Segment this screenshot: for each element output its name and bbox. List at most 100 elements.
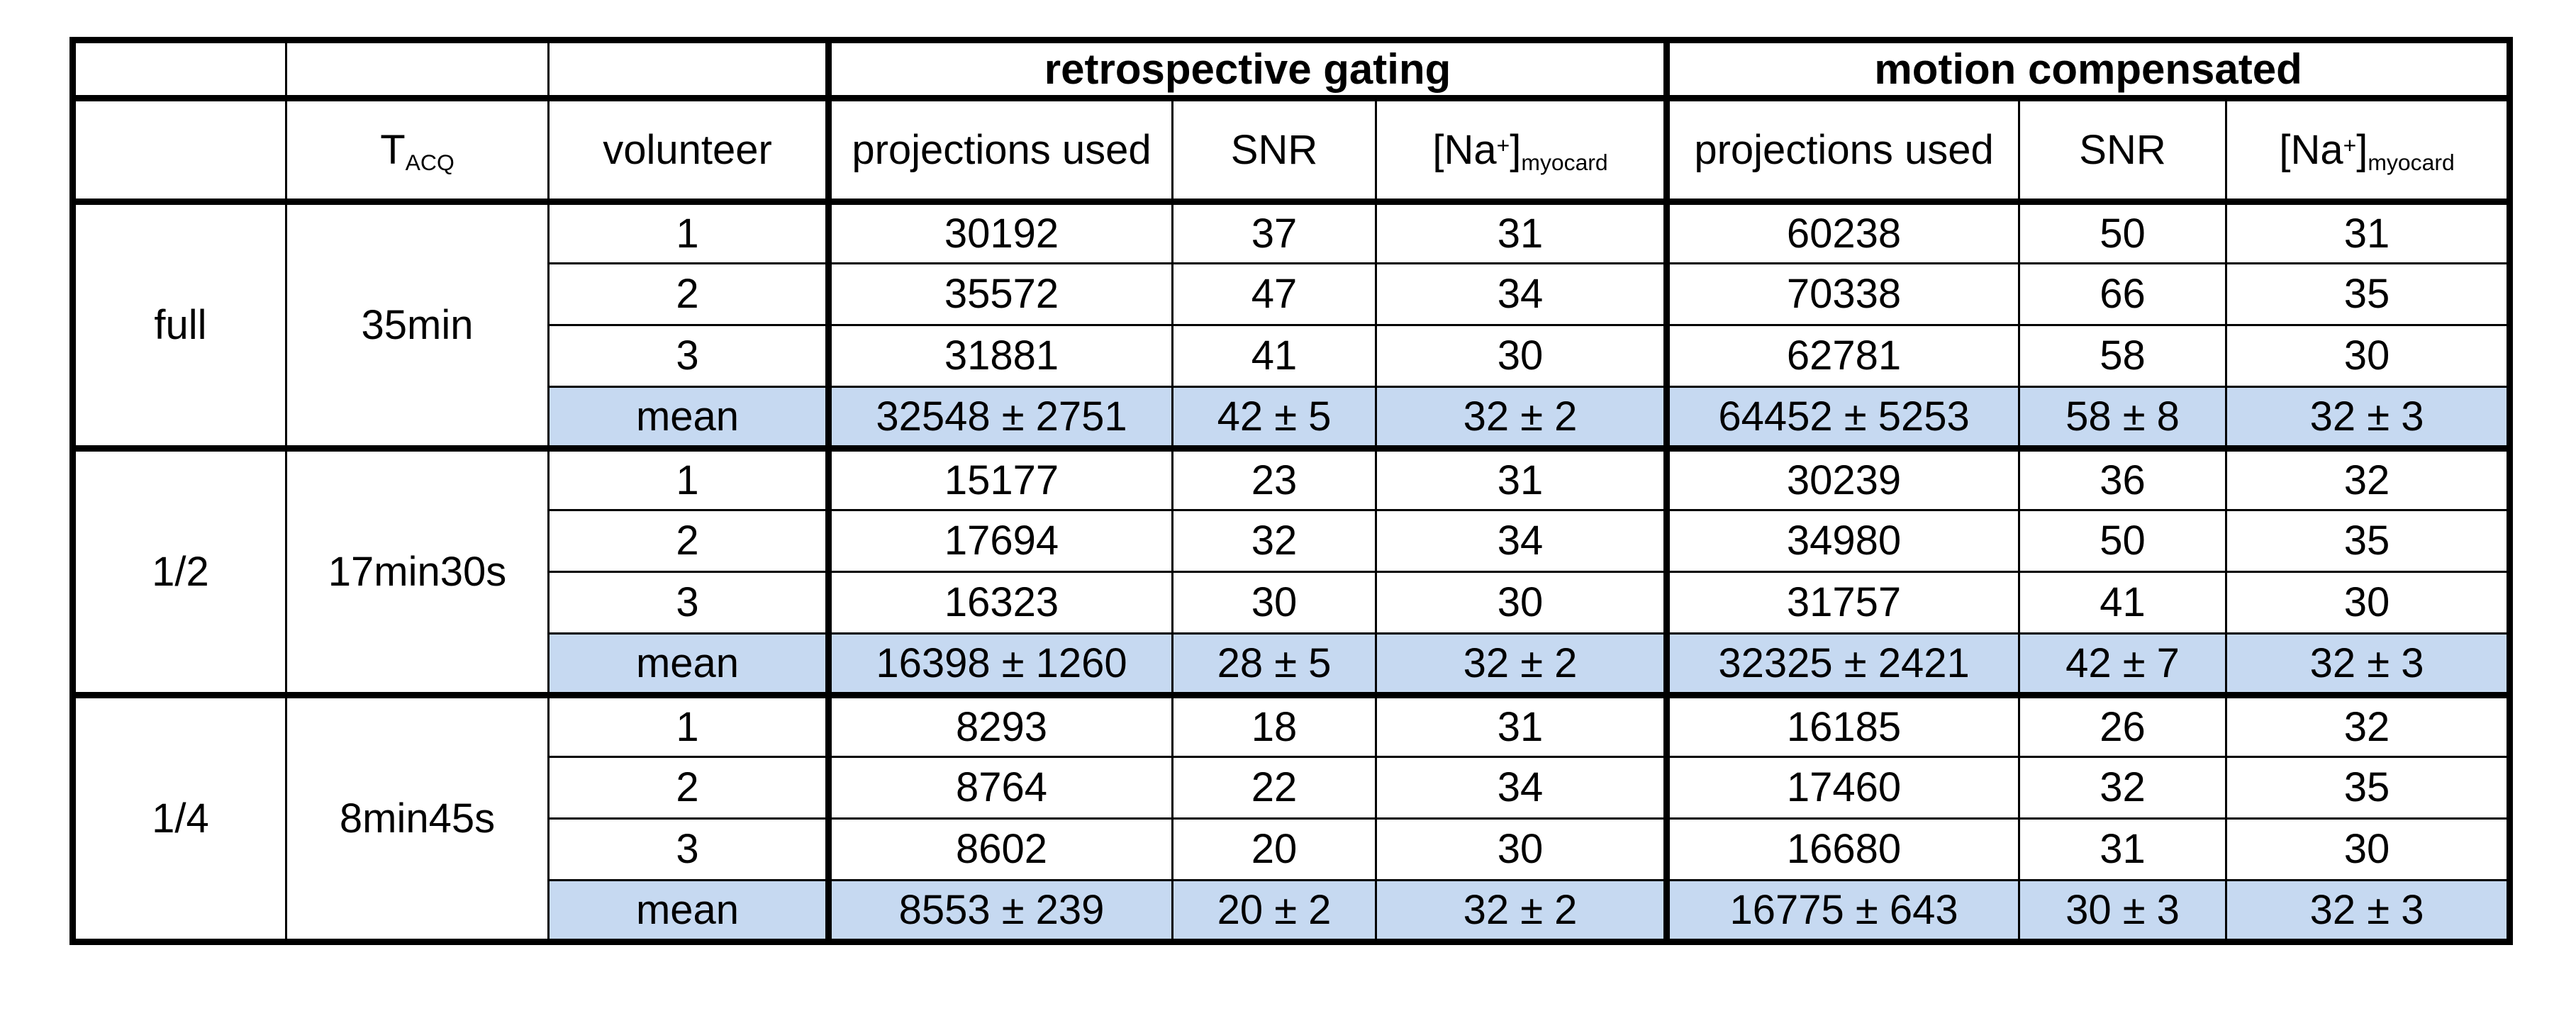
- data-cell: 36: [2018, 447, 2228, 511]
- data-cell: 30: [1171, 571, 1377, 635]
- volunteer-cell: 1: [547, 447, 832, 511]
- empty-header-cell: [72, 97, 287, 205]
- data-cell: 50: [2018, 509, 2228, 573]
- table-row: 1/2 17min30s 1 15177 23 31 30239 36 32: [72, 447, 2511, 696]
- data-cell: 34980: [1666, 509, 2021, 573]
- table-row: 3 31881 41 30 62781 58 30: [73, 324, 2511, 388]
- mean-label-cell: mean: [547, 879, 832, 945]
- mean-cell: 8553 ± 239: [827, 879, 1173, 945]
- data-cell: 34: [1374, 262, 1671, 326]
- data-cell: 35: [2225, 262, 2511, 326]
- na-superscript: +: [1496, 133, 1510, 159]
- mean-cell: 32325 ± 2421: [1666, 632, 2021, 698]
- data-cell: 8602: [827, 817, 1173, 881]
- volunteer-cell: 3: [547, 324, 832, 388]
- mean-cell: 20 ± 2: [1171, 879, 1377, 945]
- mean-cell: 42 ± 5: [1171, 386, 1377, 452]
- results-table: retrospective gating motion compensated …: [69, 37, 2514, 945]
- data-cell: 31: [1374, 201, 1671, 264]
- tacq-value-cell: 35min: [285, 201, 550, 449]
- fraction-cell: full: [72, 201, 287, 449]
- data-cell: 37: [1171, 201, 1377, 264]
- data-cell: 50: [2018, 201, 2228, 264]
- na-close: ]: [1510, 126, 1522, 173]
- data-cell: 41: [1171, 324, 1377, 388]
- data-cell: 32: [1171, 509, 1377, 573]
- empty-header-cell: [547, 39, 832, 101]
- volunteer-cell: 3: [547, 571, 832, 635]
- column-header-tacq: TACQ: [285, 97, 550, 205]
- mean-label-cell: mean: [547, 386, 832, 452]
- data-cell: 17460: [1666, 756, 2021, 820]
- table-row: 2 17694 32 34 34980 50 35: [73, 509, 2511, 573]
- data-cell: 34: [1374, 756, 1671, 820]
- data-cell: 32: [2225, 447, 2511, 511]
- table-row: 3 8602 20 30 16680 31 30: [73, 817, 2511, 881]
- data-cell: 16185: [1666, 694, 2021, 758]
- mean-cell: 32548 ± 2751: [827, 386, 1173, 452]
- mean-cell: 16398 ± 1260: [827, 632, 1173, 698]
- mean-label-cell: mean: [547, 632, 832, 698]
- data-cell: 20: [1171, 817, 1377, 881]
- mean-cell: 16775 ± 643: [1666, 879, 2021, 945]
- mean-row: mean 32548 ± 2751 42 ± 5 32 ± 2 64452 ± …: [72, 386, 2511, 452]
- data-cell: 58: [2018, 324, 2228, 388]
- na-subscript: myocard: [2368, 149, 2455, 175]
- data-cell: 8764: [827, 756, 1173, 820]
- mean-cell: 32 ± 2: [1374, 386, 1671, 452]
- data-cell: 35: [2225, 756, 2511, 820]
- tacq-value-cell: 8min45s: [285, 694, 550, 943]
- empty-header-cell: [285, 39, 550, 101]
- data-cell: 31: [1374, 694, 1671, 758]
- mean-cell: 32 ± 3: [2225, 632, 2511, 698]
- data-cell: 16323: [827, 571, 1173, 635]
- volunteer-cell: 2: [547, 509, 832, 573]
- table-row: 2 35572 47 34 70338 66 35: [73, 262, 2511, 326]
- mean-cell: 32 ± 2: [1374, 879, 1671, 945]
- mean-cell: 64452 ± 5253: [1666, 386, 2021, 452]
- na-base: [Na: [2279, 126, 2343, 173]
- table-row: 2 8764 22 34 17460 32 35: [73, 756, 2511, 820]
- data-cell: 35: [2225, 509, 2511, 573]
- data-cell: 30239: [1666, 447, 2021, 511]
- na-base: [Na: [1432, 126, 1497, 173]
- na-subscript: myocard: [1521, 149, 1608, 175]
- data-cell: 22: [1171, 756, 1377, 820]
- column-header-projections-moco: projections used: [1666, 97, 2021, 205]
- volunteer-cell: 2: [547, 262, 832, 326]
- volunteer-cell: 3: [547, 817, 832, 881]
- data-cell: 31: [2225, 201, 2511, 264]
- data-cell: 31881: [827, 324, 1173, 388]
- group-header-motion-compensated: motion compensated: [1666, 39, 2511, 101]
- column-header-na-retro: [Na+]myocard: [1374, 97, 1671, 205]
- column-header-snr-retro: SNR: [1171, 97, 1377, 205]
- mean-row: mean 8553 ± 239 20 ± 2 32 ± 2 16775 ± 64…: [72, 879, 2511, 945]
- tacq-subscript: ACQ: [405, 149, 455, 175]
- data-cell: 41: [2018, 571, 2228, 635]
- mean-row: mean 16398 ± 1260 28 ± 5 32 ± 2 32325 ± …: [72, 632, 2511, 698]
- data-cell: 47: [1171, 262, 1377, 326]
- fraction-cell: 1/2: [72, 447, 287, 696]
- mean-cell: 42 ± 7: [2018, 632, 2228, 698]
- data-cell: 66: [2018, 262, 2228, 326]
- volunteer-cell: 2: [547, 756, 832, 820]
- volunteer-cell: 1: [547, 201, 832, 264]
- data-cell: 23: [1171, 447, 1377, 511]
- data-cell: 30: [1374, 571, 1671, 635]
- data-cell: 70338: [1666, 262, 2021, 326]
- table-row: full 35min 1 30192 37 31 60238 50 31: [72, 201, 2511, 449]
- table-row: 3 16323 30 30 31757 41 30: [73, 571, 2511, 635]
- data-cell: 30: [2225, 817, 2511, 881]
- column-header-na-moco: [Na+]myocard: [2225, 97, 2511, 205]
- tacq-value-cell: 17min30s: [285, 447, 550, 696]
- data-cell: 62781: [1666, 324, 2021, 388]
- na-close: ]: [2356, 126, 2368, 173]
- mean-cell: 28 ± 5: [1171, 632, 1377, 698]
- group-header-retrospective: retrospective gating: [827, 39, 1671, 101]
- volunteer-cell: 1: [547, 694, 832, 758]
- fraction-cell: 1/4: [72, 694, 287, 943]
- data-cell: 30: [2225, 324, 2511, 388]
- data-cell: 17694: [827, 509, 1173, 573]
- mean-cell: 32 ± 2: [1374, 632, 1671, 698]
- data-cell: 32: [2018, 756, 2228, 820]
